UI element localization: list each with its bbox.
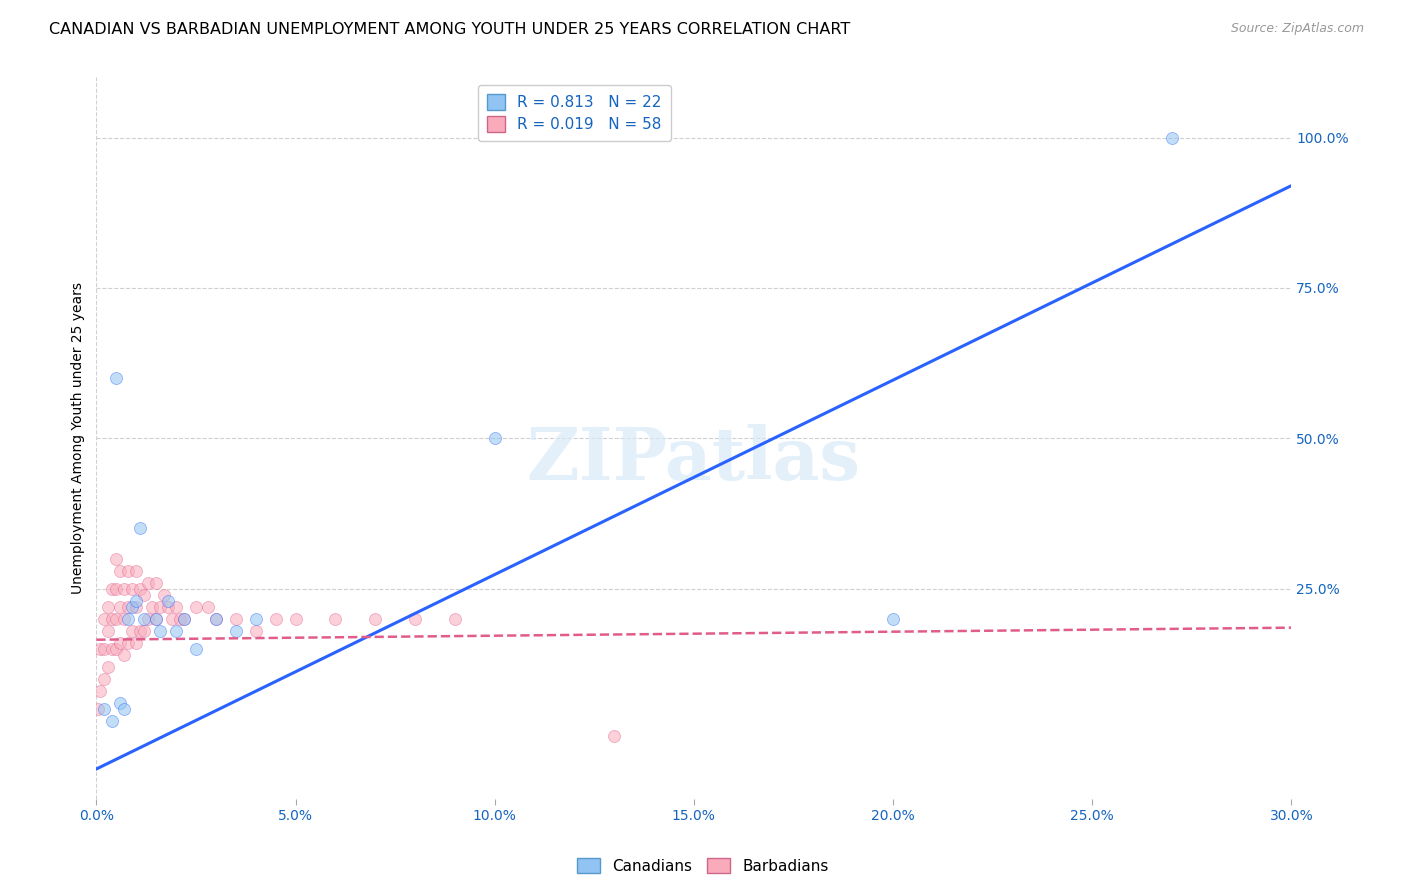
Text: CANADIAN VS BARBADIAN UNEMPLOYMENT AMONG YOUTH UNDER 25 YEARS CORRELATION CHART: CANADIAN VS BARBADIAN UNEMPLOYMENT AMONG… — [49, 22, 851, 37]
Point — [93, 612, 115, 626]
Point — [149, 624, 172, 638]
Point — [97, 624, 120, 638]
Point — [165, 599, 187, 614]
Point — [117, 599, 139, 614]
Point — [184, 641, 207, 656]
Point — [117, 612, 139, 626]
Point — [97, 659, 120, 673]
Point — [157, 593, 180, 607]
Point — [136, 575, 159, 590]
Point — [105, 582, 128, 596]
Point — [184, 599, 207, 614]
Text: Source: ZipAtlas.com: Source: ZipAtlas.com — [1230, 22, 1364, 36]
Point — [145, 612, 167, 626]
Point — [157, 599, 180, 614]
Point — [134, 624, 156, 638]
Point — [105, 551, 128, 566]
Point — [145, 612, 167, 626]
Point — [134, 612, 156, 626]
Point — [121, 599, 143, 614]
Point — [110, 696, 132, 710]
Point — [484, 431, 506, 445]
Point — [110, 599, 132, 614]
Point — [93, 672, 115, 686]
Point — [173, 612, 195, 626]
Y-axis label: Unemployment Among Youth under 25 years: Unemployment Among Youth under 25 years — [72, 282, 86, 594]
Point — [125, 593, 148, 607]
Point — [129, 624, 152, 638]
Point — [105, 641, 128, 656]
Point — [112, 612, 135, 626]
Point — [101, 612, 124, 626]
Legend: R = 0.813   N = 22, R = 0.019   N = 58: R = 0.813 N = 22, R = 0.019 N = 58 — [478, 85, 671, 142]
Point — [89, 683, 111, 698]
Point — [112, 648, 135, 662]
Point — [112, 702, 135, 716]
Point — [165, 624, 187, 638]
Point — [117, 636, 139, 650]
Point — [205, 612, 228, 626]
Point — [153, 588, 176, 602]
Point — [93, 702, 115, 716]
Point — [1160, 130, 1182, 145]
Point — [112, 582, 135, 596]
Point — [141, 599, 163, 614]
Point — [245, 612, 267, 626]
Point — [117, 564, 139, 578]
Point — [173, 612, 195, 626]
Point — [110, 564, 132, 578]
Point — [125, 564, 148, 578]
Point — [205, 612, 228, 626]
Point — [149, 599, 172, 614]
Point — [444, 612, 467, 626]
Point — [264, 612, 287, 626]
Point — [121, 582, 143, 596]
Text: ZIPatlas: ZIPatlas — [527, 425, 860, 495]
Point — [125, 599, 148, 614]
Point — [101, 641, 124, 656]
Point — [105, 612, 128, 626]
Point — [121, 624, 143, 638]
Point — [603, 729, 626, 743]
Point — [245, 624, 267, 638]
Point — [101, 714, 124, 728]
Point — [129, 582, 152, 596]
Point — [93, 641, 115, 656]
Point — [110, 636, 132, 650]
Point — [101, 582, 124, 596]
Point — [145, 575, 167, 590]
Point — [89, 641, 111, 656]
Point — [125, 636, 148, 650]
Point — [105, 371, 128, 385]
Point — [169, 612, 191, 626]
Point — [87, 702, 110, 716]
Point — [225, 624, 247, 638]
Point — [404, 612, 426, 626]
Point — [225, 612, 247, 626]
Point — [129, 521, 152, 535]
Point — [134, 588, 156, 602]
Point — [284, 612, 307, 626]
Point — [136, 612, 159, 626]
Point — [197, 599, 219, 614]
Point — [160, 612, 183, 626]
Point — [882, 612, 904, 626]
Point — [97, 599, 120, 614]
Point — [364, 612, 387, 626]
Point — [325, 612, 347, 626]
Legend: Canadians, Barbadians: Canadians, Barbadians — [571, 852, 835, 880]
